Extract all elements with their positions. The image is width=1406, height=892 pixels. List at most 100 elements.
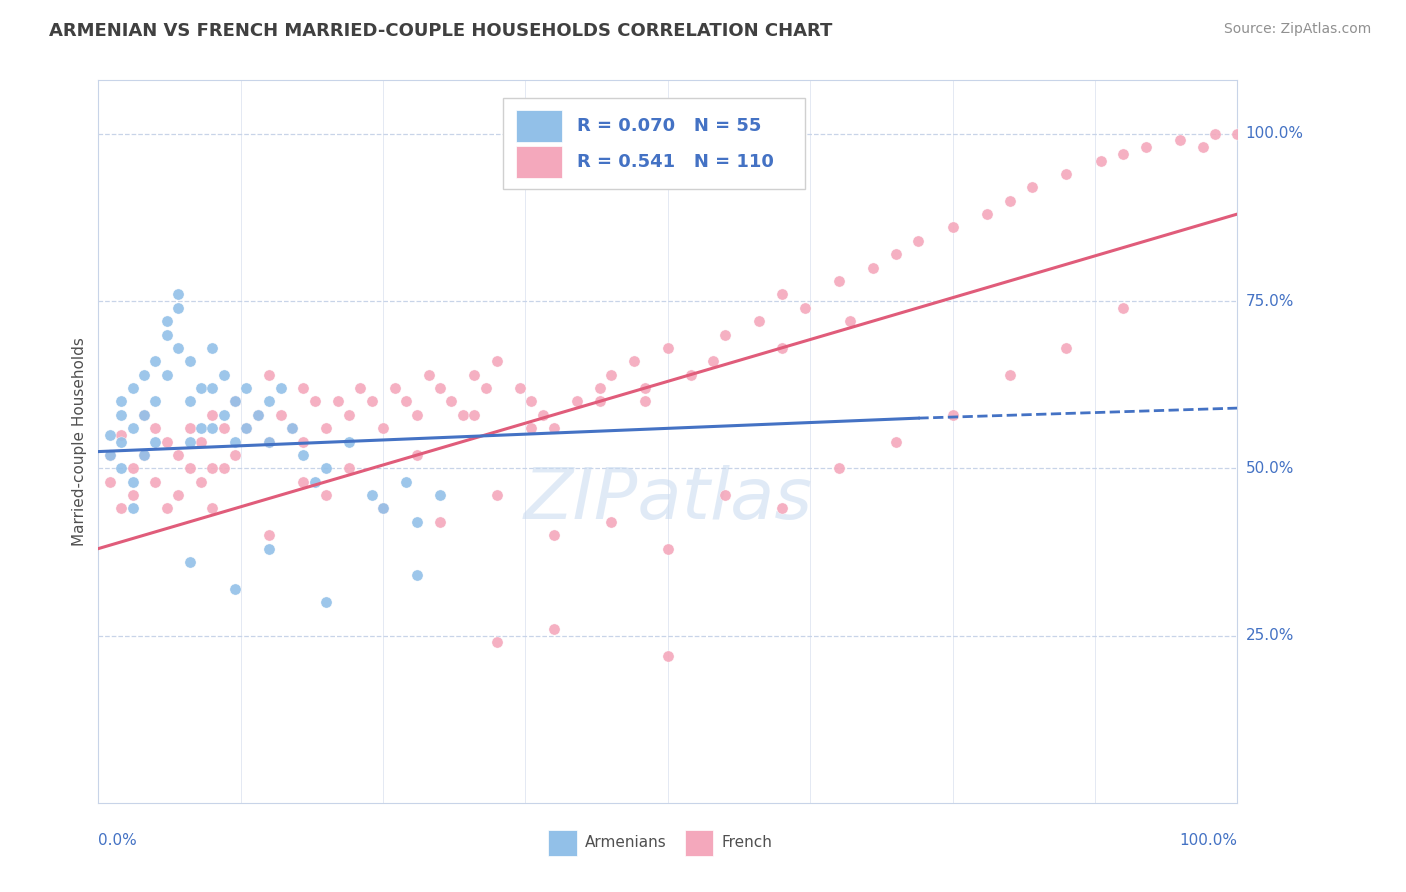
Point (828, 274, 851, 288)
Point (371, 501, 394, 516)
Point (167, 448, 190, 462)
Point (337, 434, 360, 449)
Point (907, 234, 929, 248)
Point (190, 381, 212, 395)
Point (132, 448, 155, 462)
Point (246, 408, 269, 422)
Point (371, 421, 394, 435)
Point (235, 421, 257, 435)
Text: 50.0%: 50.0% (1246, 461, 1294, 475)
Point (259, 368, 281, 382)
Point (121, 381, 143, 395)
Point (145, 354, 167, 368)
Point (224, 434, 246, 449)
Point (259, 434, 281, 449)
Point (292, 381, 315, 395)
Point (1204, 127, 1226, 141)
Point (679, 368, 702, 382)
Point (714, 327, 737, 342)
Text: 75.0%: 75.0% (1246, 293, 1294, 309)
Point (201, 341, 224, 355)
Point (110, 427, 132, 442)
Point (862, 260, 884, 275)
Point (315, 421, 337, 435)
Text: 25.0%: 25.0% (1246, 628, 1294, 643)
Point (281, 421, 304, 435)
Point (418, 368, 440, 382)
Point (634, 381, 657, 395)
Point (156, 434, 179, 449)
Point (1054, 341, 1078, 355)
Point (520, 421, 543, 435)
Point (179, 354, 201, 368)
Point (98, 475, 121, 489)
Point (543, 421, 565, 435)
Text: Source: ZipAtlas.com: Source: ZipAtlas.com (1223, 22, 1371, 37)
Point (110, 408, 132, 422)
Point (281, 421, 304, 435)
Point (201, 461, 224, 475)
Point (451, 408, 474, 422)
Point (246, 408, 269, 422)
Text: 100.0%: 100.0% (1246, 127, 1303, 141)
Point (371, 501, 394, 516)
Point (429, 515, 451, 529)
Point (110, 394, 132, 409)
Point (406, 408, 429, 422)
Point (337, 461, 360, 475)
Point (145, 421, 167, 435)
Point (145, 394, 167, 409)
Text: Armenians: Armenians (585, 835, 666, 850)
Point (1054, 167, 1078, 181)
Point (132, 408, 155, 422)
Point (429, 488, 451, 502)
Point (121, 421, 143, 435)
Point (121, 461, 143, 475)
Point (623, 354, 645, 368)
Point (1170, 134, 1192, 148)
Text: ZIPatlas: ZIPatlas (523, 465, 813, 533)
Point (190, 475, 212, 489)
Point (259, 528, 281, 542)
Point (1226, 127, 1249, 141)
Point (839, 314, 862, 328)
Text: 0.0%: 0.0% (98, 833, 138, 848)
Point (156, 501, 179, 516)
Point (224, 394, 246, 409)
Point (167, 488, 190, 502)
Point (588, 381, 610, 395)
Point (201, 408, 224, 422)
Point (292, 448, 315, 462)
Point (1112, 301, 1135, 315)
Point (702, 354, 724, 368)
Point (486, 488, 509, 502)
Point (167, 341, 190, 355)
Point (543, 622, 565, 636)
Point (884, 247, 907, 261)
Point (98, 427, 121, 442)
Point (224, 448, 246, 462)
Point (657, 648, 679, 663)
Point (292, 475, 315, 489)
Point (110, 501, 132, 516)
FancyBboxPatch shape (503, 98, 804, 189)
Point (748, 314, 770, 328)
Point (509, 381, 531, 395)
Point (634, 394, 657, 409)
Point (121, 475, 143, 489)
Point (406, 448, 429, 462)
Point (110, 434, 132, 449)
Bar (548, 830, 576, 855)
Point (463, 408, 485, 422)
Point (770, 501, 793, 516)
Text: French: French (721, 835, 772, 850)
Point (543, 528, 565, 542)
Point (998, 368, 1021, 382)
Point (1090, 153, 1112, 168)
Y-axis label: Married-couple Households: Married-couple Households (72, 337, 87, 546)
Point (259, 541, 281, 556)
Point (770, 287, 793, 301)
Point (1021, 180, 1043, 194)
Point (395, 394, 418, 409)
Point (235, 381, 257, 395)
